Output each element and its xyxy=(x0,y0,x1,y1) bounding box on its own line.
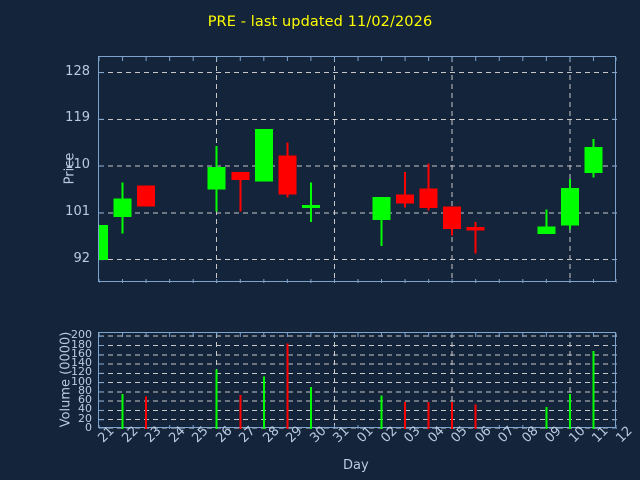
x-axis-title: Day xyxy=(343,458,369,473)
candlestick xyxy=(231,171,250,212)
candlestick xyxy=(419,163,438,211)
page-title: PRE - last updated 11/02/2026 xyxy=(207,14,433,30)
candlestick xyxy=(99,224,108,261)
candlestick xyxy=(584,139,603,178)
candlestick xyxy=(113,182,132,234)
price-plot-area xyxy=(99,57,617,283)
volume-tick-label: 120 xyxy=(71,365,92,379)
volume-tick-label: 20 xyxy=(78,411,92,425)
candlestick xyxy=(560,179,579,230)
price-tick-label: 119 xyxy=(65,110,90,126)
volume-tick-label: 60 xyxy=(78,393,92,407)
candlestick xyxy=(278,142,297,198)
candlestick xyxy=(207,145,226,212)
candlestick xyxy=(301,182,320,223)
price-panel xyxy=(98,56,617,283)
volume-plot-area xyxy=(99,333,617,429)
candlestick xyxy=(537,209,556,235)
candlestick xyxy=(396,171,415,208)
volume-tick-label: 160 xyxy=(71,346,92,360)
volume-tick-label: 140 xyxy=(71,356,92,370)
candlestick xyxy=(254,129,273,182)
volume-tick-label: 40 xyxy=(78,402,92,416)
volume-tick-label: 200 xyxy=(71,328,92,342)
volume-panel xyxy=(98,332,617,429)
candlestick xyxy=(466,222,485,254)
price-tick-label: 92 xyxy=(73,250,90,266)
candlestick xyxy=(137,185,156,207)
price-tick-label: 128 xyxy=(65,63,90,79)
volume-tick-label: 0 xyxy=(85,421,92,434)
volume-tick-label: 100 xyxy=(71,374,92,388)
price-tick-label: 101 xyxy=(65,203,90,219)
volume-tick-label: 180 xyxy=(71,337,92,351)
price-tick-label: 110 xyxy=(65,157,90,173)
volume-tick-label: 80 xyxy=(78,383,92,397)
candlestick xyxy=(372,196,391,247)
candlestick xyxy=(443,206,462,236)
day-tick-label: 12 xyxy=(613,423,636,446)
